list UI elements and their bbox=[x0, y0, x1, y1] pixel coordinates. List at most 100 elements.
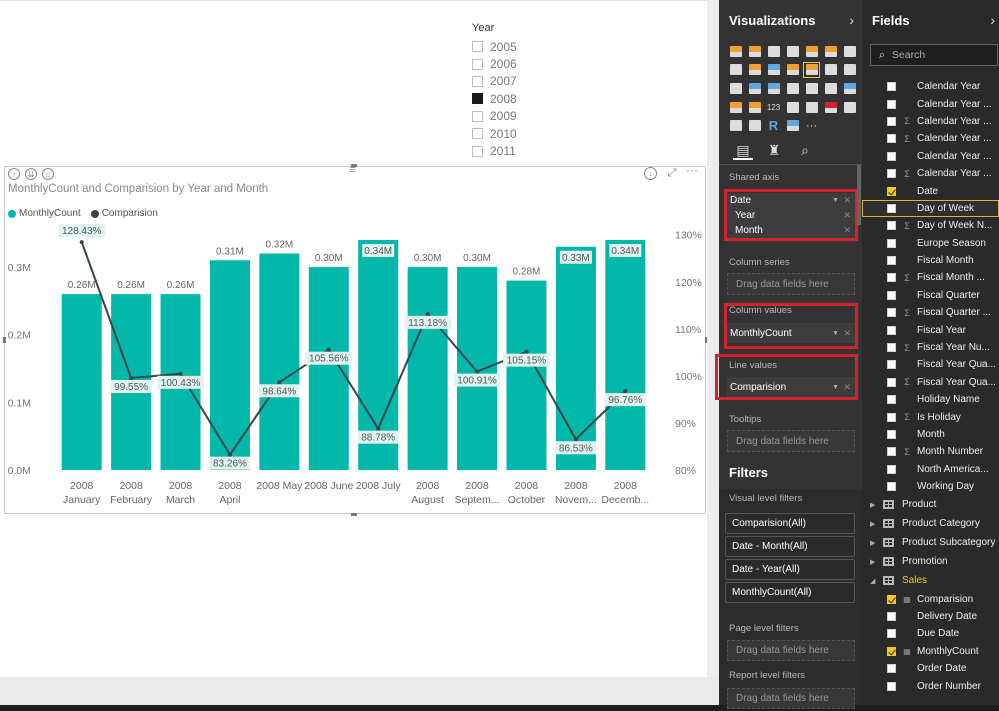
field-item[interactable]: Delivery Date bbox=[862, 608, 999, 625]
field-dropdown-icon[interactable]: ▼ bbox=[832, 329, 839, 337]
field-checkbox[interactable] bbox=[887, 681, 896, 691]
field-checkbox[interactable] bbox=[887, 412, 896, 422]
r-script-icon[interactable]: R bbox=[764, 116, 783, 135]
visual-type-icon[interactable] bbox=[783, 79, 802, 98]
collapsed-chevron-icon[interactable]: ▶ bbox=[870, 558, 876, 566]
bar-monthlycount[interactable] bbox=[457, 267, 498, 470]
expanded-chevron-icon[interactable]: ◢ bbox=[870, 577, 876, 585]
field-checkbox[interactable] bbox=[887, 99, 896, 109]
field-item[interactable]: Calendar Year ... bbox=[862, 148, 999, 165]
field-checkbox[interactable] bbox=[887, 360, 896, 370]
field-checkbox[interactable] bbox=[887, 464, 896, 474]
bar-monthlycount[interactable] bbox=[61, 294, 102, 470]
drill-mode-icon[interactable]: ↓ bbox=[644, 167, 657, 180]
visual-type-icon[interactable] bbox=[840, 42, 859, 61]
field-item[interactable]: Σ Fiscal Month ... bbox=[862, 269, 999, 286]
table-item-product-category[interactable]: ▶ Product Category bbox=[862, 514, 999, 533]
shared-axis-well[interactable]: Date ▼ ✕ Year ✕ Month ✕ bbox=[727, 193, 855, 238]
visual-type-icon[interactable] bbox=[764, 42, 783, 61]
format-paint-roller-icon[interactable]: ♜ bbox=[767, 142, 781, 158]
remove-year-icon[interactable]: ✕ bbox=[843, 210, 851, 220]
analytics-magnifier-icon[interactable]: ⌕ bbox=[801, 142, 809, 158]
drill-down-all-icon[interactable]: ⇊ bbox=[25, 168, 37, 180]
filter-comparision[interactable]: Comparision(All) bbox=[725, 513, 855, 534]
bar-monthlycount[interactable] bbox=[407, 267, 448, 470]
focus-mode-icon[interactable]: ⤢ bbox=[667, 167, 677, 179]
line-point-comparision[interactable] bbox=[376, 426, 381, 431]
visual-type-icon[interactable] bbox=[783, 116, 802, 135]
expand-hierarchy-icon[interactable]: ⌂ bbox=[42, 168, 54, 180]
field-checkbox[interactable] bbox=[887, 169, 896, 179]
field-item[interactable]: Σ Calendar Year ... bbox=[862, 130, 999, 147]
visual-type-icon[interactable] bbox=[783, 98, 802, 117]
field-item[interactable]: Order Number bbox=[862, 677, 999, 694]
resize-handle-top[interactable] bbox=[351, 164, 357, 167]
field-item[interactable]: Due Date bbox=[862, 625, 999, 642]
slicer-checkbox[interactable] bbox=[472, 110, 483, 122]
shared-axis-field[interactable]: Date ▼ ✕ bbox=[727, 193, 855, 208]
field-checkbox[interactable] bbox=[887, 646, 896, 656]
visual-type-icon[interactable] bbox=[821, 61, 840, 80]
field-checkbox[interactable] bbox=[887, 116, 896, 126]
visual-type-icon[interactable] bbox=[726, 79, 745, 98]
field-checkbox[interactable] bbox=[887, 447, 896, 457]
line-point-comparision[interactable] bbox=[425, 311, 430, 316]
field-item[interactable]: Σ Fiscal Year Qua... bbox=[862, 374, 999, 391]
field-checkbox[interactable] bbox=[887, 82, 896, 92]
resize-handle-right[interactable] bbox=[705, 337, 708, 343]
field-item[interactable]: Fiscal Quarter bbox=[862, 287, 999, 304]
visual-type-icon[interactable] bbox=[821, 79, 840, 98]
visual-type-icon[interactable] bbox=[840, 61, 859, 80]
field-checkbox[interactable] bbox=[887, 290, 896, 300]
field-item[interactable]: Σ Calendar Year ... bbox=[862, 113, 999, 130]
visual-type-icon[interactable] bbox=[745, 116, 764, 135]
line-point-comparision[interactable] bbox=[524, 349, 529, 354]
visual-type-icon[interactable] bbox=[802, 98, 821, 117]
field-checkbox[interactable] bbox=[887, 377, 896, 387]
column-values-well[interactable]: MonthlyCount ▼ ✕ bbox=[727, 323, 855, 343]
collapsed-chevron-icon[interactable]: ▶ bbox=[870, 539, 876, 547]
field-item[interactable]: Fiscal Month bbox=[862, 252, 999, 269]
field-checkbox[interactable] bbox=[887, 482, 896, 492]
field-item[interactable]: Σ Day of Week N... bbox=[862, 217, 999, 234]
canvas-horizontal-scrollbar[interactable] bbox=[0, 677, 719, 705]
slicer-item-2011[interactable]: 2011 bbox=[472, 142, 572, 159]
field-checkbox[interactable] bbox=[887, 308, 896, 318]
resize-handle-bottom[interactable] bbox=[351, 513, 357, 516]
slicer-checkbox[interactable] bbox=[472, 128, 483, 140]
visual-type-icon[interactable] bbox=[840, 79, 859, 98]
field-checkbox[interactable] bbox=[887, 151, 896, 161]
visual-type-icon[interactable] bbox=[726, 42, 745, 61]
field-item[interactable]: Fiscal Year bbox=[862, 321, 999, 338]
visual-type-icon[interactable] bbox=[745, 42, 764, 61]
line-point-comparision[interactable] bbox=[227, 452, 232, 457]
fields-tab-icon[interactable]: ▤ bbox=[733, 142, 753, 160]
field-item[interactable]: Σ Is Holiday bbox=[862, 408, 999, 425]
line-point-comparision[interactable] bbox=[326, 347, 331, 352]
visual-type-icon[interactable] bbox=[726, 98, 745, 117]
remove-field-icon[interactable]: ✕ bbox=[843, 327, 851, 338]
shared-axis-child-month[interactable]: Month ✕ bbox=[727, 223, 855, 238]
slicer-item-2010[interactable]: 2010 bbox=[472, 125, 572, 142]
line-point-comparision[interactable] bbox=[277, 380, 282, 385]
remove-field-icon[interactable]: ✕ bbox=[843, 195, 851, 205]
field-item[interactable]: Holiday Name bbox=[862, 391, 999, 408]
collapsed-chevron-icon[interactable]: ▶ bbox=[870, 501, 876, 509]
field-checkbox[interactable] bbox=[887, 325, 896, 335]
slicer-checkbox[interactable] bbox=[472, 75, 483, 87]
visual-type-icon[interactable] bbox=[821, 42, 840, 61]
field-item[interactable]: Month bbox=[862, 426, 999, 443]
collapsed-chevron-icon[interactable]: ▶ bbox=[870, 520, 876, 528]
field-dropdown-icon[interactable]: ▼ bbox=[832, 383, 839, 391]
visual-type-icon[interactable] bbox=[802, 61, 821, 80]
visual-type-icon[interactable] bbox=[726, 61, 745, 80]
kpi-icon[interactable]: 123 bbox=[764, 98, 783, 117]
shared-axis-child-year[interactable]: Year ✕ bbox=[727, 208, 855, 223]
field-item[interactable]: Calendar Year bbox=[862, 78, 999, 95]
filter-date-year[interactable]: Date - Year(All) bbox=[725, 559, 855, 580]
field-checkbox[interactable] bbox=[887, 256, 896, 266]
remove-month-icon[interactable]: ✕ bbox=[843, 225, 851, 235]
visual-type-icon[interactable] bbox=[745, 79, 764, 98]
viz-pane-scrollbar[interactable] bbox=[857, 165, 861, 225]
bar-monthlycount[interactable] bbox=[308, 267, 349, 470]
